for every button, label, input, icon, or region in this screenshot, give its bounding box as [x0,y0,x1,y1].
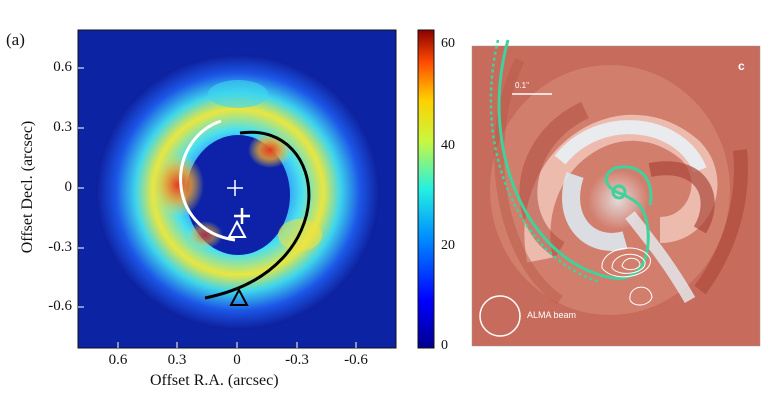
colorbar-tick-label: 20 [441,238,455,253]
colorbar [417,29,435,349]
x-tick-label: -0.3 [285,352,309,368]
white-spiral-arc [179,119,236,242]
panel-label-a: (a) [6,30,25,49]
simulation-frame [471,45,761,347]
y-tick-label: -0.3 [48,239,72,255]
green-spiral-solid [497,39,650,280]
emission-contours [601,247,653,306]
x-axis-title: Offset R.A. (arcsec) [150,372,279,389]
x-tick-label: 0.3 [167,352,187,368]
y-tick-label: 0.6 [53,59,72,75]
colorbar-tick-label: 0 [441,338,448,353]
center-cross-marker [227,180,243,196]
y-tick-label: -0.6 [48,298,72,314]
colorbar-tick-label: 40 [441,138,455,153]
x-tick-label: -0.6 [344,352,368,368]
colorbar-tick-label: 60 [441,36,455,51]
y-axis-title: Offset Decl. (arcsec) [19,120,36,254]
panel-letter-c: c [738,59,745,73]
alma-beam-ellipse [479,295,521,337]
x-tick-label: 0 [233,352,241,368]
black-triangle-marker [229,287,249,306]
scale-bar-label: 0.1" [515,81,529,90]
y-tick-label: 0.3 [53,119,72,135]
source-cross-marker [234,208,250,224]
map-tick-marks [78,67,357,348]
green-spiral-dotted [489,39,601,284]
black-spiral-arc [204,130,311,300]
y-tick-label: 0 [64,179,73,195]
white-triangle-marker [227,219,247,238]
green-spiral-core [611,184,627,200]
alma-beam-label: ALMA beam [527,310,576,320]
intensity-map [78,30,396,348]
green-spiral-inner [604,165,653,206]
x-tick-label: 0.6 [108,352,128,368]
